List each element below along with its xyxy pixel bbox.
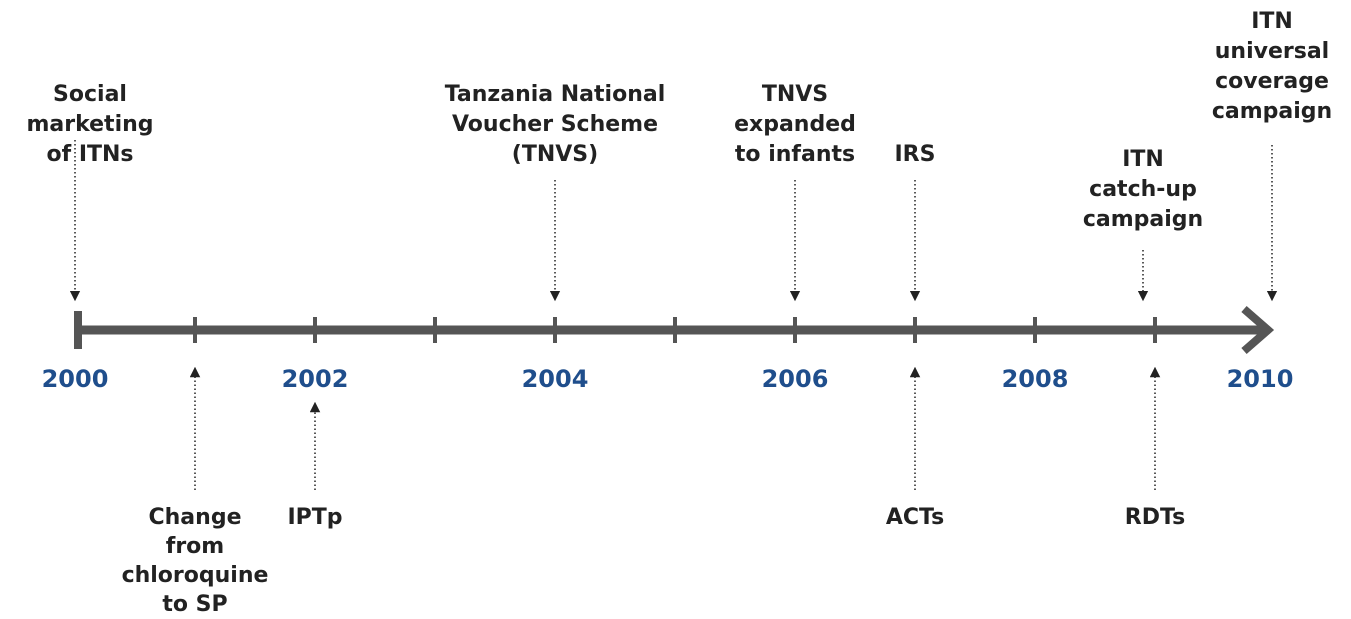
event-label: (TNVS): [512, 142, 598, 167]
event-label: universal: [1215, 39, 1329, 64]
event-label: IPTp: [287, 505, 342, 530]
event-label: expanded: [734, 112, 856, 137]
event-label: campaign: [1212, 99, 1332, 124]
event-label: Social: [53, 82, 127, 107]
event-label: catch-up: [1089, 177, 1197, 202]
axis-arrowhead: [1241, 305, 1275, 355]
event-label: Tanzania National: [445, 82, 666, 107]
event-label: marketing: [26, 112, 153, 137]
event-label: coverage: [1215, 69, 1329, 94]
event-label: RDTs: [1125, 505, 1185, 530]
event-label: chloroquine: [122, 563, 269, 588]
year-label: 2008: [1002, 365, 1069, 393]
event-label: ACTs: [886, 505, 944, 530]
year-label: 2002: [282, 365, 349, 393]
year-label: 2004: [522, 365, 589, 393]
event-label: ITN: [1122, 147, 1164, 172]
event-label: from: [166, 534, 224, 559]
year-label: 2010: [1227, 365, 1294, 393]
event-label: campaign: [1083, 207, 1203, 232]
event-label: Voucher Scheme: [452, 112, 658, 137]
event-label: IRS: [895, 142, 936, 167]
event-label: to infants: [735, 142, 855, 167]
year-label: 2000: [42, 365, 109, 393]
event-label: ITN: [1251, 9, 1293, 34]
event-label: TNVS: [762, 82, 828, 107]
event-label: to SP: [162, 592, 227, 615]
year-label: 2006: [762, 365, 829, 393]
event-label: Change: [149, 505, 242, 530]
event-label: of ITNs: [46, 142, 133, 167]
